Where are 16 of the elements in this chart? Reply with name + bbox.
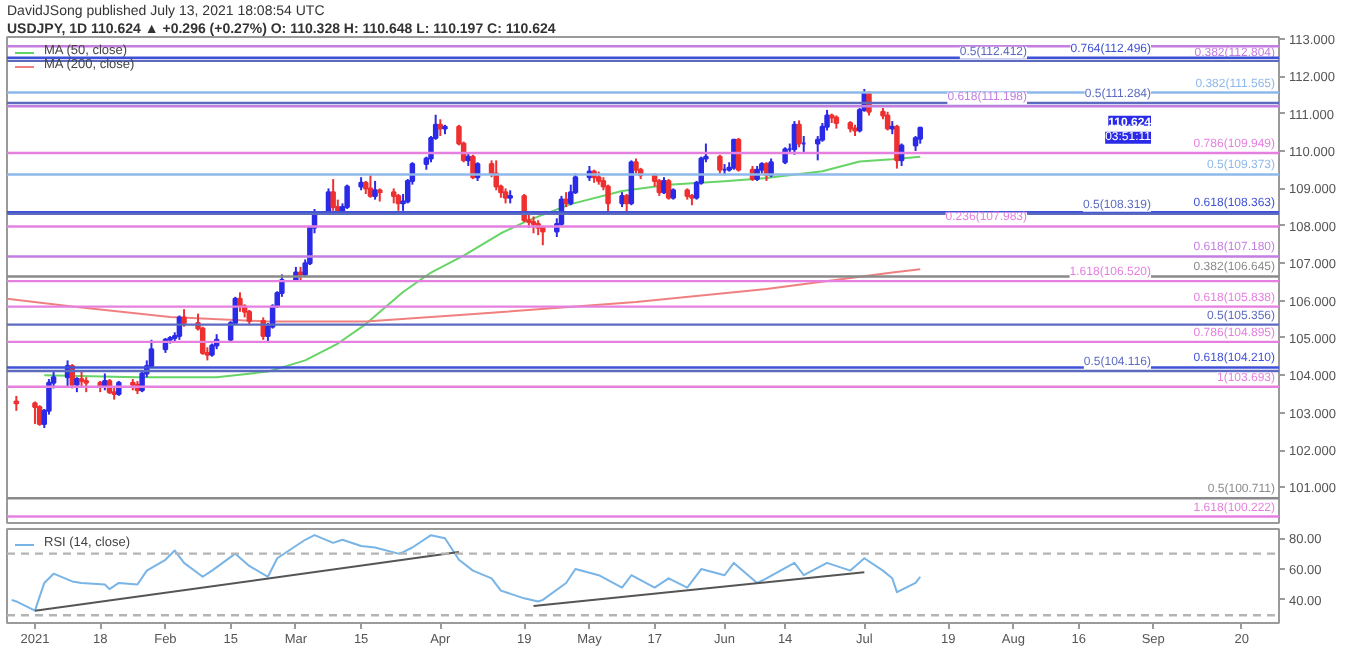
candlestick — [665, 178, 672, 201]
candlestick — [372, 179, 378, 201]
candlestick — [148, 338, 155, 369]
candlestick — [796, 119, 802, 149]
candlestick — [894, 123, 900, 170]
candlestick — [521, 193, 527, 224]
candlestick — [279, 273, 285, 298]
line-series — [7, 268, 922, 323]
candlestick — [344, 183, 350, 210]
candlestick — [605, 183, 611, 214]
candlestick — [330, 178, 336, 212]
candlestick — [493, 159, 499, 192]
candlestick — [36, 404, 43, 427]
candlestick — [568, 183, 574, 207]
candlestick — [717, 153, 723, 175]
line-series — [10, 534, 922, 612]
